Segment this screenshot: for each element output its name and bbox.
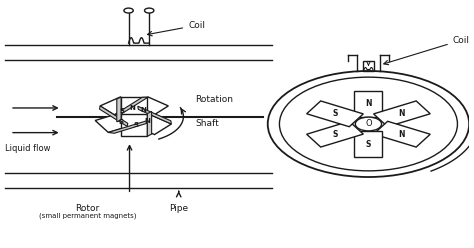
Polygon shape	[109, 121, 152, 133]
Polygon shape	[100, 106, 128, 126]
Polygon shape	[117, 97, 121, 122]
Circle shape	[356, 117, 382, 131]
Text: S: S	[120, 108, 125, 114]
Polygon shape	[307, 121, 363, 147]
Polygon shape	[115, 97, 148, 115]
Polygon shape	[121, 97, 147, 120]
Polygon shape	[355, 131, 383, 157]
Text: N: N	[145, 118, 151, 124]
Text: N: N	[399, 130, 405, 139]
Text: Coil: Coil	[384, 36, 470, 65]
Polygon shape	[138, 106, 171, 124]
Polygon shape	[374, 121, 430, 147]
Polygon shape	[120, 97, 168, 123]
Polygon shape	[374, 101, 430, 127]
Text: Pipe: Pipe	[169, 204, 188, 213]
Text: O: O	[365, 120, 372, 128]
Polygon shape	[100, 97, 148, 123]
Text: S: S	[119, 119, 124, 125]
Text: (small permanent magnets): (small permanent magnets)	[38, 213, 136, 219]
Text: N: N	[399, 109, 405, 118]
Polygon shape	[95, 109, 146, 132]
Polygon shape	[121, 109, 171, 135]
Polygon shape	[147, 111, 152, 136]
Text: S: S	[366, 140, 371, 149]
Text: S: S	[332, 130, 337, 139]
Text: Rotor: Rotor	[75, 204, 100, 213]
Text: Coil: Coil	[147, 21, 205, 36]
Polygon shape	[355, 91, 383, 117]
Polygon shape	[121, 114, 147, 136]
Circle shape	[268, 71, 469, 177]
Text: N: N	[129, 105, 135, 111]
Text: Shaft: Shaft	[195, 120, 219, 128]
Text: Liquid flow: Liquid flow	[5, 144, 51, 153]
Text: N: N	[365, 99, 372, 108]
Text: S: S	[134, 122, 139, 128]
Bar	[363, 61, 374, 71]
Text: N: N	[140, 106, 146, 113]
Polygon shape	[307, 101, 363, 127]
Text: S: S	[332, 109, 337, 118]
Text: Rotation: Rotation	[195, 95, 233, 104]
